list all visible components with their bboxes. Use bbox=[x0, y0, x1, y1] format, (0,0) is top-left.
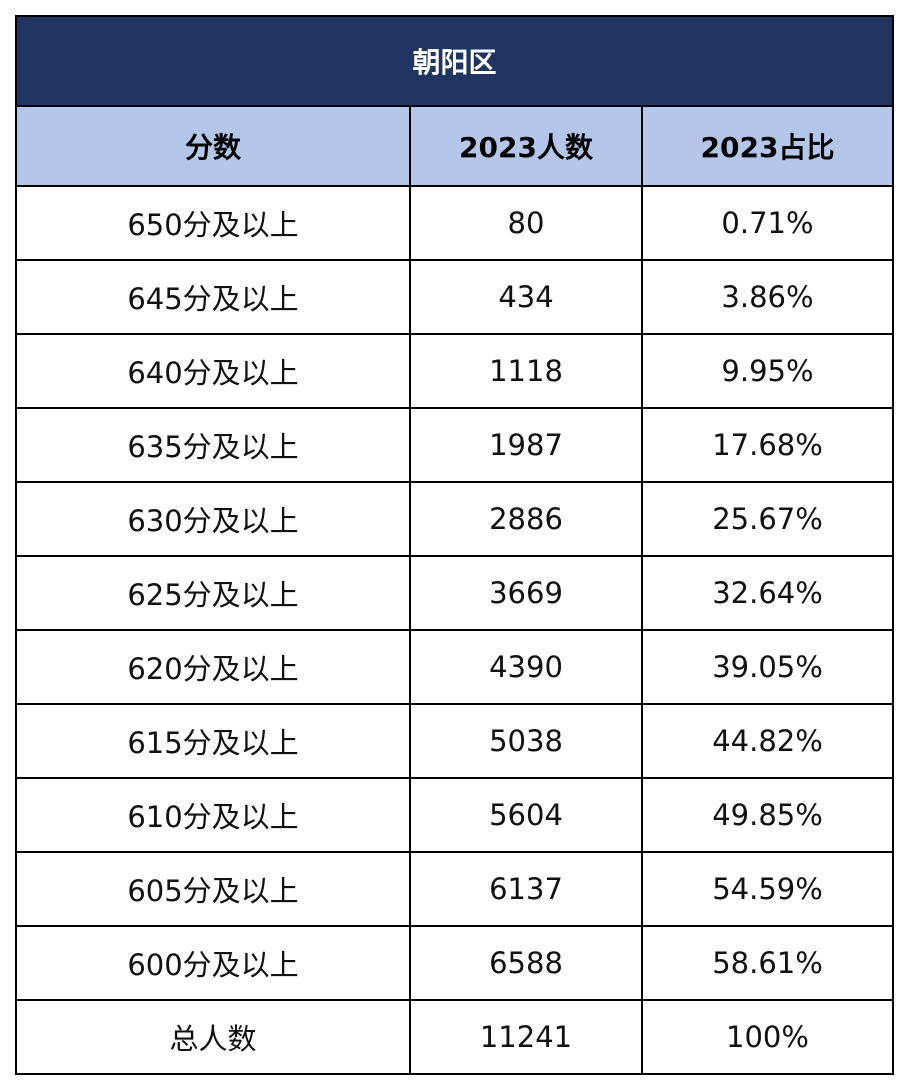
count-cell: 80 bbox=[409, 185, 643, 261]
ratio-cell: 39.05% bbox=[641, 629, 894, 705]
header-score: 分数 bbox=[15, 105, 411, 187]
table-row: 615分及以上 5038 44.82% bbox=[15, 703, 894, 779]
score-distribution-table: 朝阳区 分数 2023人数 2023占比 650分及以上 80 0.71% 64… bbox=[15, 15, 894, 1075]
score-cell: 630分及以上 bbox=[15, 481, 411, 557]
ratio-cell: 58.61% bbox=[641, 925, 894, 1001]
ratio-cell: 49.85% bbox=[641, 777, 894, 853]
ratio-cell: 32.64% bbox=[641, 555, 894, 631]
table-row: 635分及以上 1987 17.68% bbox=[15, 407, 894, 483]
count-cell: 5604 bbox=[409, 777, 643, 853]
score-cell: 640分及以上 bbox=[15, 333, 411, 409]
count-cell: 6137 bbox=[409, 851, 643, 927]
count-cell: 1118 bbox=[409, 333, 643, 409]
ratio-cell: 54.59% bbox=[641, 851, 894, 927]
table-row: 645分及以上 434 3.86% bbox=[15, 259, 894, 335]
table-row: 630分及以上 2886 25.67% bbox=[15, 481, 894, 557]
score-cell: 615分及以上 bbox=[15, 703, 411, 779]
ratio-cell: 3.86% bbox=[641, 259, 894, 335]
table-body: 650分及以上 80 0.71% 645分及以上 434 3.86% 640分及… bbox=[15, 185, 894, 1075]
table-row: 650分及以上 80 0.71% bbox=[15, 185, 894, 261]
score-cell: 610分及以上 bbox=[15, 777, 411, 853]
total-row: 总人数 11241 100% bbox=[15, 999, 894, 1075]
count-cell: 5038 bbox=[409, 703, 643, 779]
total-ratio-cell: 100% bbox=[641, 999, 894, 1075]
header-row: 分数 2023人数 2023占比 bbox=[15, 105, 894, 187]
table-row: 640分及以上 1118 9.95% bbox=[15, 333, 894, 409]
score-cell: 635分及以上 bbox=[15, 407, 411, 483]
header-count-2023: 2023人数 bbox=[409, 105, 643, 187]
ratio-cell: 9.95% bbox=[641, 333, 894, 409]
ratio-cell: 0.71% bbox=[641, 185, 894, 261]
ratio-cell: 17.68% bbox=[641, 407, 894, 483]
score-cell: 620分及以上 bbox=[15, 629, 411, 705]
ratio-cell: 44.82% bbox=[641, 703, 894, 779]
count-cell: 4390 bbox=[409, 629, 643, 705]
ratio-cell: 25.67% bbox=[641, 481, 894, 557]
table-row: 620分及以上 4390 39.05% bbox=[15, 629, 894, 705]
score-cell: 650分及以上 bbox=[15, 185, 411, 261]
count-cell: 434 bbox=[409, 259, 643, 335]
total-count-cell: 11241 bbox=[409, 999, 643, 1075]
table-row: 610分及以上 5604 49.85% bbox=[15, 777, 894, 853]
table-row: 605分及以上 6137 54.59% bbox=[15, 851, 894, 927]
total-label-cell: 总人数 bbox=[15, 999, 411, 1075]
header-ratio-2023: 2023占比 bbox=[641, 105, 894, 187]
score-cell: 645分及以上 bbox=[15, 259, 411, 335]
count-cell: 3669 bbox=[409, 555, 643, 631]
count-cell: 2886 bbox=[409, 481, 643, 557]
score-table-container: 朝阳区 分数 2023人数 2023占比 650分及以上 80 0.71% 64… bbox=[15, 15, 894, 1075]
count-cell: 6588 bbox=[409, 925, 643, 1001]
score-cell: 600分及以上 bbox=[15, 925, 411, 1001]
score-cell: 605分及以上 bbox=[15, 851, 411, 927]
score-cell: 625分及以上 bbox=[15, 555, 411, 631]
table-row: 625分及以上 3669 32.64% bbox=[15, 555, 894, 631]
count-cell: 1987 bbox=[409, 407, 643, 483]
table-row: 600分及以上 6588 58.61% bbox=[15, 925, 894, 1001]
title-row: 朝阳区 bbox=[15, 15, 894, 107]
table-title: 朝阳区 bbox=[15, 15, 894, 107]
